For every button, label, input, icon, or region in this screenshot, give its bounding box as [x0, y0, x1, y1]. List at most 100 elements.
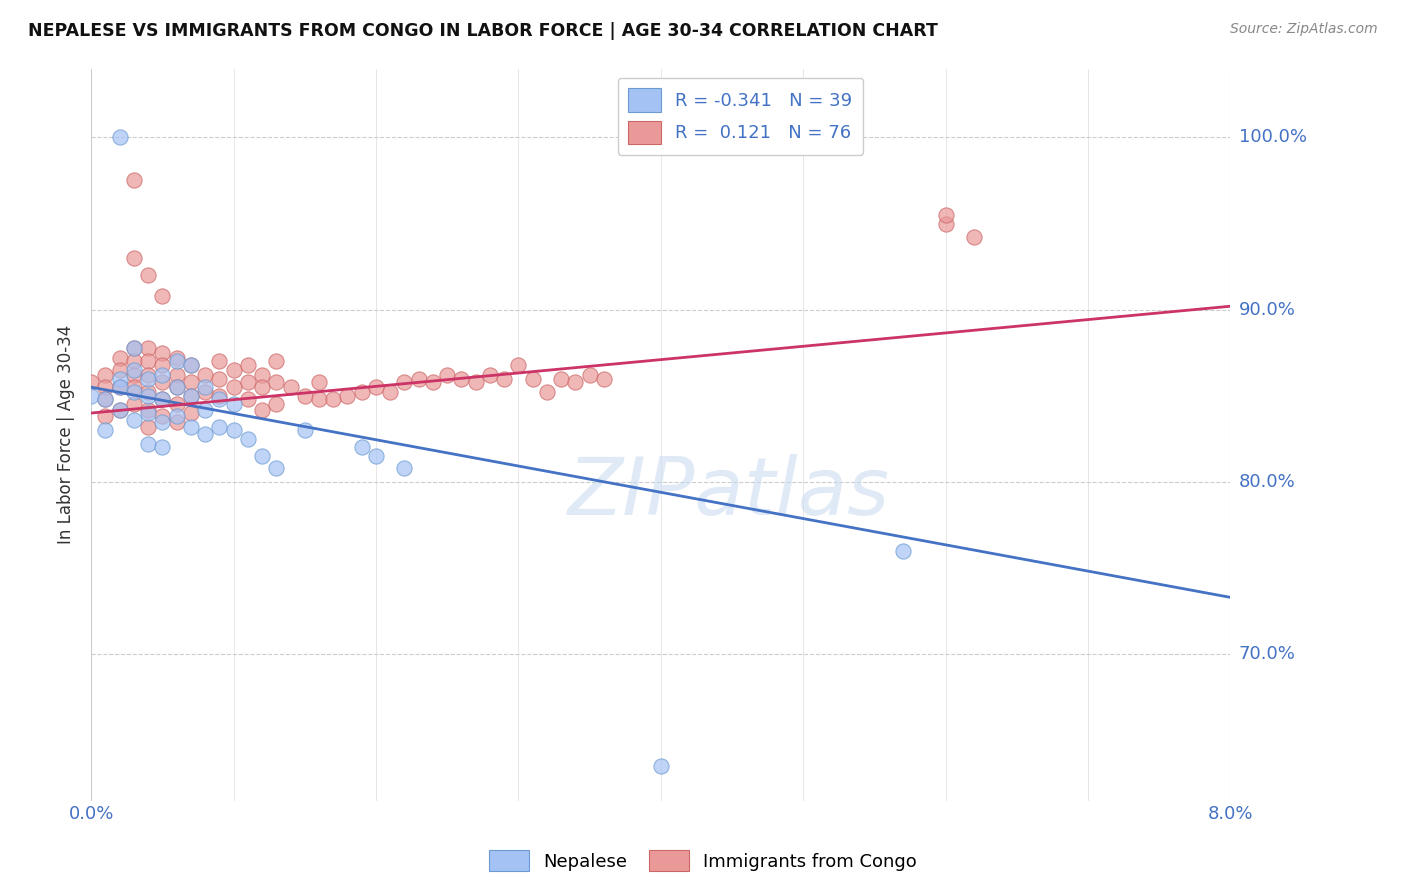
Point [236, 358, 259, 372]
Point [322, 392, 344, 407]
Text: Source: ZipAtlas.com: Source: ZipAtlas.com [1230, 22, 1378, 37]
Point [522, 371, 544, 385]
Point [166, 397, 188, 411]
Point [108, 371, 131, 385]
Text: 100.0%: 100.0% [1239, 128, 1306, 146]
Point [136, 385, 159, 400]
Point [250, 368, 273, 383]
Point [336, 389, 359, 403]
Point [222, 423, 245, 437]
Point [166, 409, 188, 424]
Point [94, 392, 117, 407]
Point [136, 406, 159, 420]
Text: ZIPatlas: ZIPatlas [568, 454, 890, 533]
Point [294, 423, 316, 437]
Point [380, 385, 402, 400]
Point [122, 397, 145, 411]
Point [494, 371, 516, 385]
Point [222, 397, 245, 411]
Point [180, 358, 202, 372]
Point [94, 380, 117, 394]
Point [122, 251, 145, 265]
Point [236, 432, 259, 446]
Point [136, 354, 159, 368]
Point [194, 380, 217, 394]
Legend: R = -0.341   N = 39, R =  0.121   N = 76: R = -0.341 N = 39, R = 0.121 N = 76 [617, 78, 863, 154]
Point [436, 368, 458, 383]
Point [122, 380, 145, 394]
Point [166, 354, 188, 368]
Point [236, 375, 259, 389]
Point [208, 389, 231, 403]
Point [294, 389, 316, 403]
Point [564, 375, 586, 389]
Point [222, 363, 245, 377]
Point [80, 389, 103, 403]
Point [891, 544, 914, 558]
Point [108, 402, 131, 417]
Point [194, 368, 217, 383]
Point [650, 759, 672, 773]
Point [150, 375, 173, 389]
Point [122, 354, 145, 368]
Point [166, 415, 188, 429]
Point [934, 217, 956, 231]
Point [136, 371, 159, 385]
Point [136, 268, 159, 283]
Point [208, 371, 231, 385]
Point [194, 385, 217, 400]
Point [122, 341, 145, 355]
Point [208, 392, 231, 407]
Point [180, 375, 202, 389]
Point [122, 413, 145, 427]
Point [264, 461, 287, 475]
Point [350, 441, 373, 455]
Point [136, 368, 159, 383]
Point [350, 385, 373, 400]
Y-axis label: In Labor Force | Age 30-34: In Labor Force | Age 30-34 [58, 325, 75, 544]
Point [550, 371, 572, 385]
Point [450, 371, 472, 385]
Point [180, 389, 202, 403]
Point [236, 392, 259, 407]
Point [166, 368, 188, 383]
Point [194, 402, 217, 417]
Point [208, 354, 231, 368]
Point [180, 419, 202, 434]
Point [150, 409, 173, 424]
Point [280, 380, 302, 394]
Point [150, 392, 173, 407]
Point [108, 402, 131, 417]
Point [150, 392, 173, 407]
Point [264, 397, 287, 411]
Point [394, 375, 416, 389]
Point [478, 368, 501, 383]
Point [934, 208, 956, 222]
Point [464, 375, 486, 389]
Text: 70.0%: 70.0% [1239, 645, 1295, 663]
Point [94, 409, 117, 424]
Point [508, 358, 530, 372]
Text: NEPALESE VS IMMIGRANTS FROM CONGO IN LABOR FORCE | AGE 30-34 CORRELATION CHART: NEPALESE VS IMMIGRANTS FROM CONGO IN LAB… [28, 22, 938, 40]
Point [592, 371, 614, 385]
Point [122, 385, 145, 400]
Point [578, 368, 600, 383]
Point [122, 341, 145, 355]
Point [122, 173, 145, 187]
Legend: Nepalese, Immigrants from Congo: Nepalese, Immigrants from Congo [482, 843, 924, 879]
Point [166, 380, 188, 394]
Point [308, 375, 330, 389]
Point [122, 363, 145, 377]
Point [308, 392, 330, 407]
Point [264, 375, 287, 389]
Point [422, 375, 444, 389]
Point [94, 392, 117, 407]
Point [94, 423, 117, 437]
Point [250, 402, 273, 417]
Point [408, 371, 430, 385]
Point [80, 375, 103, 389]
Point [222, 380, 245, 394]
Point [108, 380, 131, 394]
Point [166, 351, 188, 365]
Point [136, 437, 159, 451]
